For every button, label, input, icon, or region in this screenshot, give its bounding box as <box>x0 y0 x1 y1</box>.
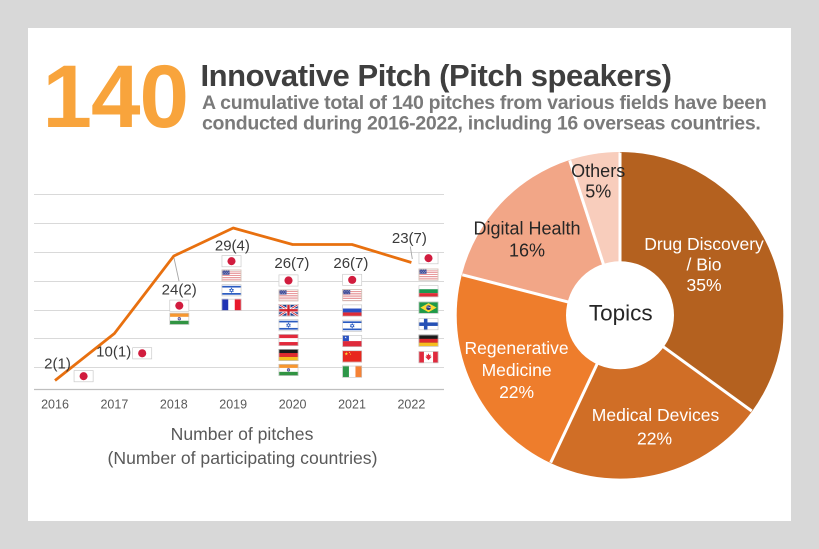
svg-text:29(4): 29(4) <box>215 237 250 254</box>
svg-text:Topics: Topics <box>589 301 653 326</box>
svg-text:2020: 2020 <box>279 397 307 411</box>
svg-text:22%: 22% <box>637 428 672 448</box>
svg-text:2017: 2017 <box>100 397 128 411</box>
svg-text:(Number of participating count: (Number of participating countries) <box>108 448 378 468</box>
svg-text:2019: 2019 <box>219 397 247 411</box>
svg-text:10(1): 10(1) <box>96 343 131 360</box>
svg-text:24(2): 24(2) <box>162 281 197 298</box>
svg-text:2(1): 2(1) <box>44 355 71 372</box>
svg-text:conducted during 2016-2022, in: conducted during 2016-2022, including 16… <box>202 113 761 135</box>
svg-text:26(7): 26(7) <box>333 255 368 272</box>
svg-text:2018: 2018 <box>160 397 188 411</box>
svg-text:2016: 2016 <box>41 397 69 411</box>
svg-text:Number of pitches: Number of pitches <box>171 424 314 444</box>
svg-text:Others: Others <box>571 161 625 181</box>
svg-text:Medicine: Medicine <box>482 360 552 380</box>
svg-text:140: 140 <box>43 46 189 146</box>
svg-text:/ Bio: / Bio <box>686 255 721 275</box>
svg-text:A cumulative total of 140 pitc: A cumulative total of 140 pitches from v… <box>202 92 766 114</box>
svg-text:2021: 2021 <box>338 397 366 411</box>
svg-text:Innovative Pitch (Pitch speake: Innovative Pitch (Pitch speakers) <box>201 58 672 93</box>
svg-text:Medical Devices: Medical Devices <box>592 405 720 425</box>
svg-text:22%: 22% <box>499 382 534 402</box>
svg-text:Digital Health: Digital Health <box>473 218 580 238</box>
svg-text:23(7): 23(7) <box>392 230 427 247</box>
svg-text:26(7): 26(7) <box>274 255 309 272</box>
svg-text:35%: 35% <box>686 275 721 295</box>
svg-text:16%: 16% <box>509 240 545 260</box>
svg-text:5%: 5% <box>585 181 611 201</box>
svg-text:Drug Discovery: Drug Discovery <box>644 234 764 254</box>
svg-text:Regenerative: Regenerative <box>465 338 569 358</box>
svg-text:2022: 2022 <box>397 397 425 411</box>
